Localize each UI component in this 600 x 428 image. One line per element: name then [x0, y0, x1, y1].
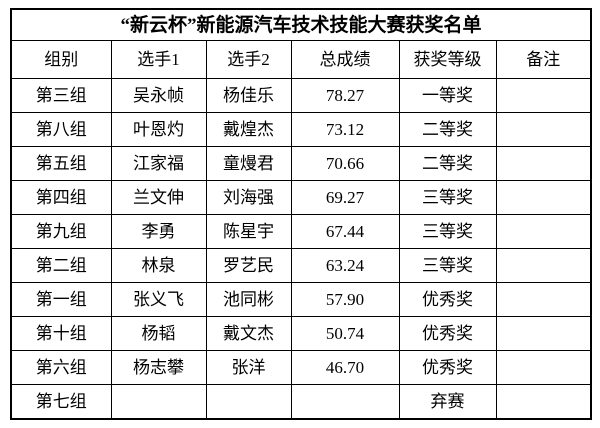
column-header-player2: 选手2: [205, 40, 292, 79]
cell-group: 第五组: [10, 146, 112, 181]
cell-award: 三等奖: [398, 214, 497, 249]
table-row: 第三组 吴永帧 杨佳乐 78.27 一等奖: [10, 78, 592, 113]
cell-award: 弃赛: [398, 384, 497, 420]
document-sheet: “新云杯”新能源汽车技术技能大赛获奖名单 组别 选手1 选手2 总成绩 获奖等级…: [10, 8, 593, 420]
table-header-row: 组别 选手1 选手2 总成绩 获奖等级 备注: [10, 40, 592, 79]
table-row: 第二组 林泉 罗艺民 63.24 三等奖: [10, 248, 592, 283]
cell-group: 第十组: [10, 316, 112, 351]
cell-remark: [495, 248, 592, 283]
cell-remark: [495, 78, 592, 113]
cell-score: 78.27: [290, 78, 400, 113]
cell-group: 第六组: [10, 350, 112, 385]
cell-player1: 兰文伸: [110, 180, 207, 215]
column-header-remark: 备注: [495, 40, 592, 79]
table-row: 第十组 杨韬 戴文杰 50.74 优秀奖: [10, 316, 592, 351]
cell-player2: 池同彬: [205, 282, 292, 317]
cell-score: 70.66: [290, 146, 400, 181]
table-row: 第七组 弃赛: [10, 384, 592, 420]
cell-player1: 杨志攀: [110, 350, 207, 385]
column-header-score: 总成绩: [290, 40, 400, 79]
cell-score: 46.70: [290, 350, 400, 385]
table-row: 第八组 叶恩灼 戴煌杰 73.12 二等奖: [10, 112, 592, 147]
table-row: 第九组 李勇 陈星宇 67.44 三等奖: [10, 214, 592, 249]
cell-score: 63.24: [290, 248, 400, 283]
cell-award: 二等奖: [398, 146, 497, 181]
cell-group: 第八组: [10, 112, 112, 147]
cell-award: 优秀奖: [398, 282, 497, 317]
cell-award: 三等奖: [398, 248, 497, 283]
table-row: 第一组 张义飞 池同彬 57.90 优秀奖: [10, 282, 592, 317]
cell-score: 67.44: [290, 214, 400, 249]
award-table: “新云杯”新能源汽车技术技能大赛获奖名单 组别 选手1 选手2 总成绩 获奖等级…: [10, 8, 593, 420]
cell-player1: 张义飞: [110, 282, 207, 317]
column-header-award: 获奖等级: [398, 40, 497, 79]
table-row: 第五组 江家福 童熳君 70.66 二等奖: [10, 146, 592, 181]
column-header-player1: 选手1: [110, 40, 207, 79]
cell-player1: 杨韬: [110, 316, 207, 351]
cell-award: 二等奖: [398, 112, 497, 147]
table-title-row: “新云杯”新能源汽车技术技能大赛获奖名单: [10, 8, 592, 41]
cell-award: 三等奖: [398, 180, 497, 215]
cell-group: 第一组: [10, 282, 112, 317]
cell-group: 第九组: [10, 214, 112, 249]
cell-score: 50.74: [290, 316, 400, 351]
cell-player2: 杨佳乐: [205, 78, 292, 113]
cell-group: 第四组: [10, 180, 112, 215]
cell-remark: [495, 214, 592, 249]
cell-player1: [110, 384, 207, 420]
cell-player2: [205, 384, 292, 420]
cell-award: 优秀奖: [398, 316, 497, 351]
cell-score: 73.12: [290, 112, 400, 147]
table-row: 第六组 杨志攀 张洋 46.70 优秀奖: [10, 350, 592, 385]
cell-award: 优秀奖: [398, 350, 497, 385]
cell-player1: 叶恩灼: [110, 112, 207, 147]
cell-player1: 林泉: [110, 248, 207, 283]
table-title: “新云杯”新能源汽车技术技能大赛获奖名单: [10, 8, 592, 41]
cell-score: 69.27: [290, 180, 400, 215]
cell-remark: [495, 180, 592, 215]
cell-player2: 陈星宇: [205, 214, 292, 249]
cell-remark: [495, 316, 592, 351]
cell-player1: 江家福: [110, 146, 207, 181]
cell-player2: 张洋: [205, 350, 292, 385]
cell-remark: [495, 384, 592, 420]
table-row: 第四组 兰文伸 刘海强 69.27 三等奖: [10, 180, 592, 215]
cell-remark: [495, 112, 592, 147]
cell-remark: [495, 282, 592, 317]
cell-group: 第二组: [10, 248, 112, 283]
cell-player2: 罗艺民: [205, 248, 292, 283]
cell-remark: [495, 350, 592, 385]
cell-remark: [495, 146, 592, 181]
column-header-group: 组别: [10, 40, 112, 79]
cell-player2: 戴文杰: [205, 316, 292, 351]
cell-player1: 吴永帧: [110, 78, 207, 113]
cell-group: 第三组: [10, 78, 112, 113]
cell-score: [290, 384, 400, 420]
cell-player1: 李勇: [110, 214, 207, 249]
cell-group: 第七组: [10, 384, 112, 420]
cell-score: 57.90: [290, 282, 400, 317]
cell-player2: 童熳君: [205, 146, 292, 181]
cell-player2: 戴煌杰: [205, 112, 292, 147]
cell-player2: 刘海强: [205, 180, 292, 215]
cell-award: 一等奖: [398, 78, 497, 113]
